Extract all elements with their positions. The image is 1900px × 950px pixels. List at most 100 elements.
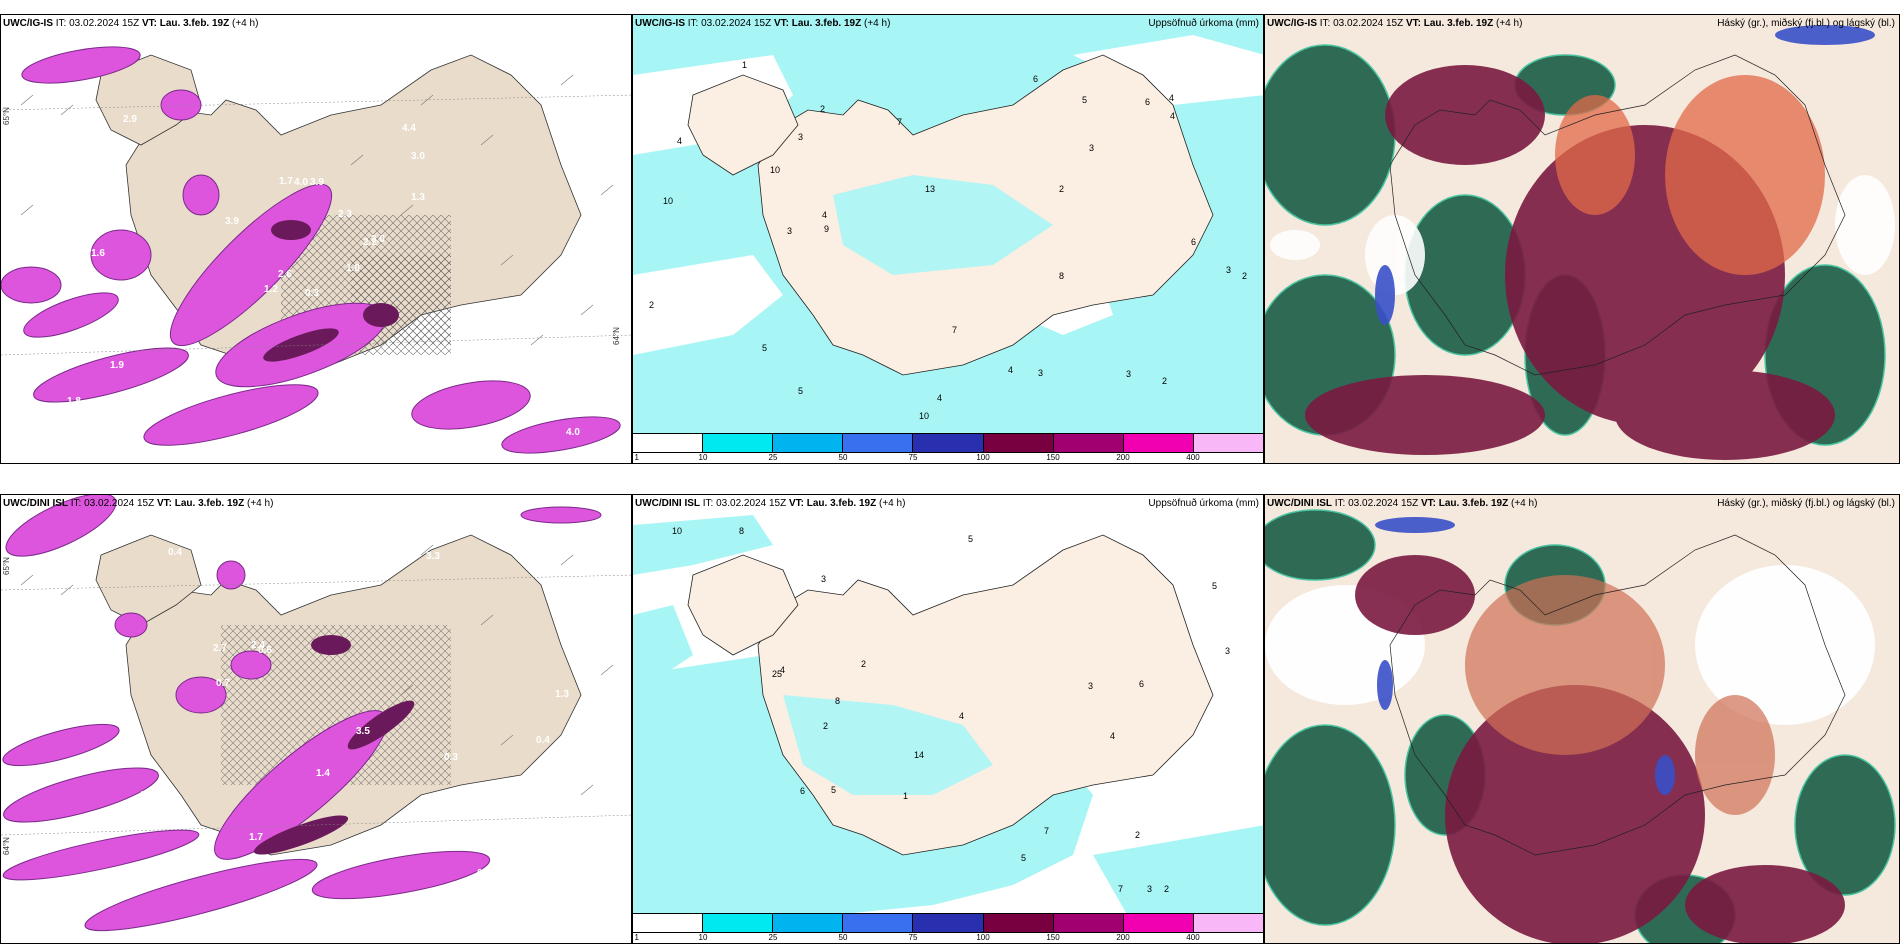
colorbar-tick-label: 10	[698, 453, 708, 462]
colorbar-tick-label: 1	[634, 933, 639, 942]
colorbar-tick-label: 150	[1046, 453, 1060, 462]
value-label: 4	[937, 393, 942, 403]
it-value: 03.02.2024 15Z	[84, 498, 155, 509]
value-label: 3.6	[79, 562, 93, 573]
colorbar-segment	[703, 914, 774, 932]
value-label: 2	[861, 659, 866, 669]
value-label: 2	[1162, 376, 1167, 386]
colorbar-segment	[633, 914, 704, 932]
it-label: IT:	[1319, 18, 1331, 29]
value-label: 7	[1044, 826, 1049, 836]
it-value: 03.02.2024 15Z	[701, 18, 772, 29]
it-label: IT:	[70, 498, 82, 509]
colorbar-tick-label: 25	[768, 453, 778, 462]
vt-value: Lau. 3.feb. 19Z	[791, 18, 862, 29]
value-label: 3	[787, 226, 792, 236]
it-value: 03.02.2024 15Z	[69, 18, 140, 29]
value-label: 4	[1170, 111, 1175, 121]
panel-header: UWC/IG-IS IT: 03.02.2024 15Z VT: Lau. 3.…	[635, 18, 890, 29]
value-label: 5	[968, 534, 973, 544]
lat-label-65: 65°N	[2, 107, 11, 125]
value-label: 0.3	[91, 873, 105, 884]
value-label: 2.9	[123, 114, 137, 125]
value-label: 1.2	[264, 284, 278, 295]
value-label: 2	[820, 104, 825, 114]
precip-core	[253, 635, 415, 855]
value-label: 3	[1126, 369, 1131, 379]
it-value: 03.02.2024 15Z	[716, 498, 787, 509]
value-label: 2	[823, 721, 828, 731]
precip-colorbar: 1 10 25 50 75 100 150 200 400	[633, 433, 1263, 463]
value-label: 1	[742, 60, 747, 70]
lead-time: (+4 h)	[232, 18, 259, 29]
value-label: 2	[1242, 271, 1247, 281]
colorbar-tick-label: 50	[838, 933, 848, 942]
colorbar-segment	[1123, 434, 1194, 452]
value-label: 6	[1191, 237, 1196, 247]
value-label: 25	[772, 669, 782, 679]
colorbar-segment	[983, 434, 1054, 452]
vt-label: VT:	[788, 498, 804, 509]
value-label: 0.9	[461, 319, 475, 330]
value-label: 6	[1145, 97, 1150, 107]
lead-time: (+4 h)	[1496, 18, 1523, 29]
lead-time: (+4 h)	[1511, 498, 1538, 509]
value-label: 5	[831, 785, 836, 795]
value-label: 4	[780, 665, 785, 675]
colorbar-tick-label: 25	[768, 933, 778, 942]
high-cloud-orange	[1465, 575, 1775, 815]
value-label: 3	[821, 574, 826, 584]
value-label: 5	[1212, 581, 1217, 591]
vt-label: VT:	[156, 498, 172, 509]
westfjords	[687, 74, 799, 176]
panel-accumulated-top: UWC/IG-IS IT: 03.02.2024 15Z VT: Lau. 3.…	[632, 14, 1264, 464]
value-label: 2.1	[402, 531, 416, 542]
value-label: 4	[1110, 731, 1115, 741]
vt-value: Lau. 3.feb. 19Z	[159, 18, 230, 29]
value-label: 2.3	[338, 209, 352, 220]
colorbar-segment	[773, 914, 844, 932]
value-label: 0.7	[79, 816, 93, 827]
colorbar-segment	[1123, 914, 1194, 932]
vt-value: Lau. 3.feb. 19Z	[1438, 498, 1509, 509]
panel-accumulated-bottom: UWC/DINI ISL IT: 03.02.2024 15Z VT: Lau.…	[632, 494, 1264, 944]
value-label: 3	[1147, 884, 1152, 894]
value-label: 1.7	[586, 530, 600, 541]
value-label: 3.0	[371, 234, 385, 245]
value-label: 10	[672, 526, 682, 536]
value-label: 7	[952, 325, 957, 335]
value-label: 1.8	[67, 396, 81, 407]
colorbar-segment	[1193, 434, 1263, 452]
value-label: 1.5	[575, 161, 589, 172]
westfjords	[687, 554, 799, 656]
value-label: 7	[897, 117, 902, 127]
value-label: 1.3	[555, 689, 569, 700]
value-label: 7	[1118, 884, 1123, 894]
value-label: 3.3	[426, 551, 440, 562]
it-value: 03.02.2024 15Z	[1333, 18, 1404, 29]
value-label: 5	[1082, 95, 1087, 105]
wind-barbs	[20, 74, 614, 346]
value-label: 0.6	[140, 790, 154, 801]
value-label: 3.9	[73, 717, 87, 728]
model-label: UWC/DINI ISL	[635, 498, 700, 509]
precip-colorbar: 1 10 25 50 75 100 150 200 400	[633, 913, 1263, 943]
colorbar-tick-label: 100	[976, 933, 990, 942]
colorbar-segment	[983, 914, 1054, 932]
colorbar-tick-label: 400	[1186, 933, 1200, 942]
it-label: IT:	[687, 18, 699, 29]
value-label: 5	[1021, 853, 1026, 863]
value-label: 1.7	[249, 832, 263, 843]
it-label: IT:	[1334, 498, 1346, 509]
colorbar-tick-label: 200	[1116, 933, 1130, 942]
value-label: 2.6	[278, 269, 292, 280]
cloud-cover-map	[1265, 495, 1899, 943]
westfjords	[95, 534, 202, 626]
colorbar-segment	[633, 434, 704, 452]
value-label: 3	[1225, 646, 1230, 656]
value-label: 0.4	[168, 547, 182, 558]
panel-precip-rate-bottom: UWC/DINI ISL IT: 03.02.2024 15Z VT: Lau.…	[0, 494, 632, 944]
colorbar-segment	[1053, 914, 1124, 932]
